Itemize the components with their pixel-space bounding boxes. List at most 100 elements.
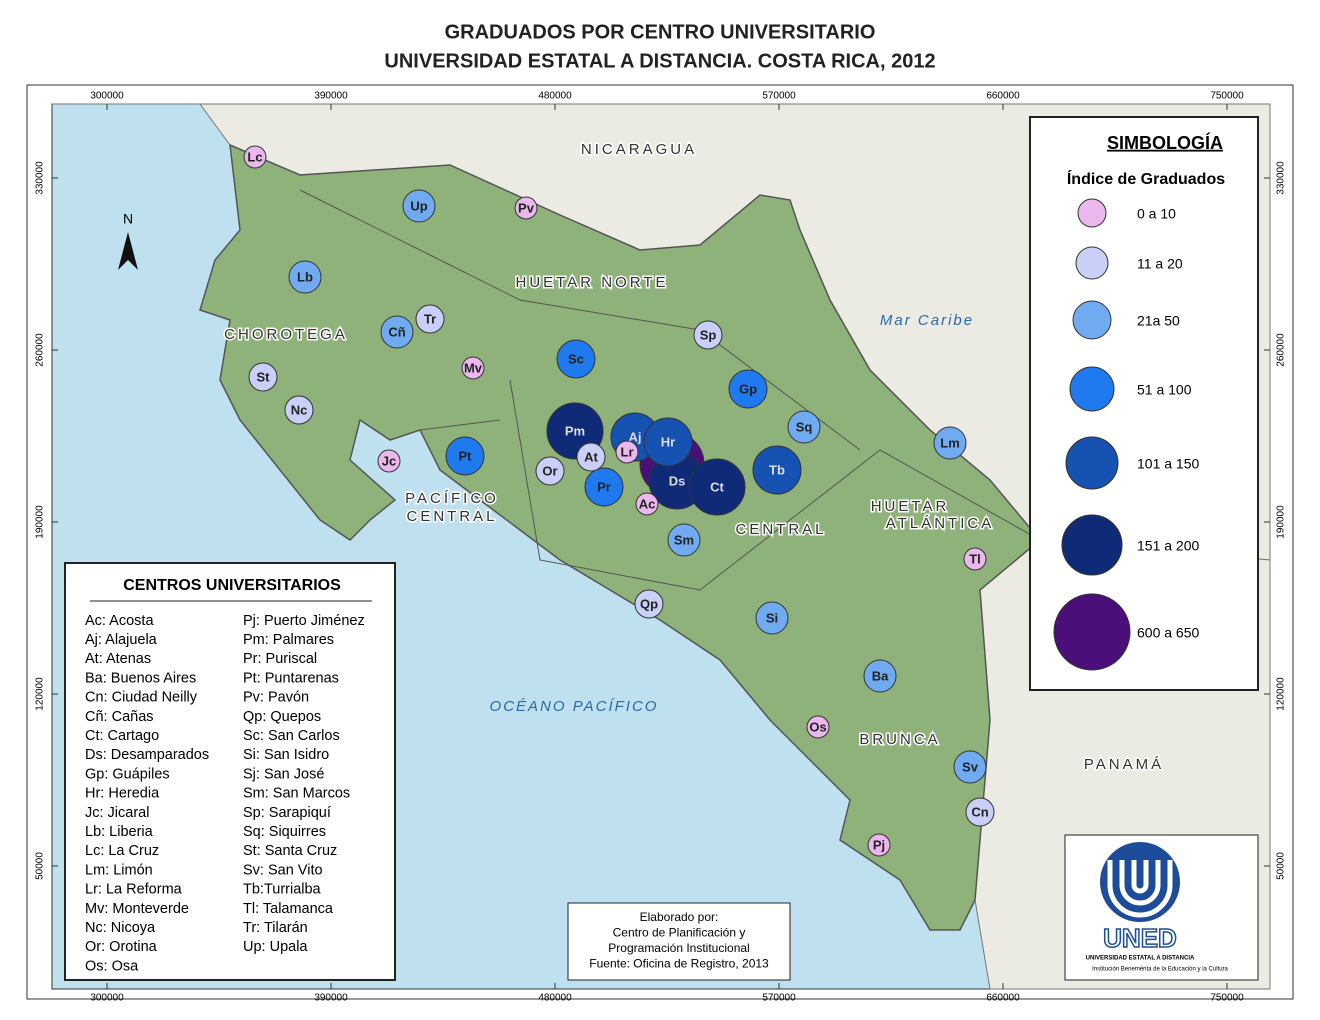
center-code: Tb [769, 462, 785, 477]
region-label: PANAMÁ [1084, 756, 1164, 773]
center-code: Cn [971, 804, 988, 819]
center-item: Sj: San José [243, 766, 324, 782]
center-code: Pt [459, 448, 473, 463]
logo-mark [1100, 842, 1180, 922]
x-tick-label: 750000 [1210, 993, 1244, 1004]
legend-swatch [1061, 514, 1123, 576]
center-code: Sv [962, 759, 979, 774]
legend-swatch [1069, 366, 1115, 412]
center-code: Ds [669, 473, 686, 488]
title: UNIVERSIDAD ESTATAL A DISTANCIA. COSTA R… [384, 50, 935, 72]
center-item: Cn: Ciudad Neilly [85, 690, 198, 706]
center-item: Mv: Monteverde [85, 901, 189, 917]
center-code: At [584, 449, 598, 464]
center-bubble [787, 410, 821, 444]
center-code: Pm [565, 423, 585, 438]
center-code: Lm [940, 435, 960, 450]
center-code: Si [766, 610, 778, 625]
x-tick-label: 480000 [538, 993, 572, 1004]
center-item: Lc: La Cruz [85, 843, 159, 859]
center-item: Qp: Quepos [243, 709, 321, 725]
center-item: Ds: Desamparados [85, 747, 209, 763]
center-code: Pv [518, 200, 535, 215]
center-bubble [667, 523, 701, 557]
legend-swatch [1077, 198, 1107, 228]
centers-box [64, 562, 396, 981]
y-tick-label: 260000 [35, 333, 46, 367]
center-code: Tl [969, 551, 981, 566]
center-code: Mv [464, 360, 483, 375]
center-code: Sc [568, 351, 584, 366]
region-label: ATLÁNTICA [886, 515, 994, 532]
center-item: Os: Osa [85, 958, 139, 974]
center-code: Ba [872, 668, 889, 683]
credit-line: Elaborado por: [640, 910, 719, 924]
center-bubble [243, 145, 267, 169]
legend-label: 600 a 650 [1137, 625, 1199, 641]
center-item: Pm: Palmares [243, 632, 334, 648]
center-item: Lb: Liberia [85, 824, 154, 840]
center-item: Or: Orotina [85, 939, 158, 955]
center-code: Ct [710, 479, 724, 494]
center-bubble [461, 356, 485, 380]
region-label: CENTRAL [406, 508, 497, 525]
center-item: Sc: San Carlos [243, 728, 340, 744]
center-item: Lr: La Reforma [85, 882, 183, 898]
region-label: CENTRAL [735, 521, 826, 538]
legend-swatch [1072, 300, 1112, 340]
center-code: Ac [639, 496, 656, 511]
region-label: HUETAR [871, 498, 950, 515]
center-bubble [634, 589, 664, 619]
center-item: Sp: Sarapiquí [243, 805, 331, 821]
x-tick-label: 570000 [762, 91, 796, 102]
center-bubble [377, 449, 401, 473]
center-bubble [248, 362, 278, 392]
center-bubble [584, 467, 624, 507]
title: GRADUADOS POR CENTRO UNIVERSITARIO [445, 21, 876, 43]
center-item: Up: Upala [243, 939, 308, 955]
x-tick-label: 750000 [1210, 91, 1244, 102]
logo-name: UNED [1103, 923, 1177, 953]
center-bubble [752, 445, 802, 495]
center-bubble [288, 260, 322, 294]
center-code: Jc [382, 453, 396, 468]
logo-text: UNIVERSIDAD ESTATAL A DISTANCIA [1086, 956, 1195, 962]
center-item: Ba: Buenos Aires [85, 670, 196, 686]
center-bubble [380, 315, 414, 349]
y-tick-label: 190000 [35, 505, 46, 539]
center-code: St [257, 369, 271, 384]
region-label: OCÉANO PACÍFICO [490, 698, 659, 715]
x-tick-label: 660000 [986, 91, 1020, 102]
x-tick-label: 480000 [538, 91, 572, 102]
center-bubble [933, 426, 967, 460]
center-item: St: Santa Cruz [243, 843, 337, 859]
region-label: NICARAGUA [581, 141, 697, 158]
center-item: Pr: Puriscal [243, 651, 317, 667]
center-bubble [535, 456, 565, 486]
center-code: Cñ [388, 324, 405, 339]
y-tick-label: 50000 [1276, 852, 1287, 880]
x-tick-label: 300000 [90, 993, 124, 1004]
y-tick-label: 120000 [35, 677, 46, 711]
logo-lines [1107, 860, 1173, 918]
credit-line: Fuente: Oficina de Registro, 2013 [589, 957, 769, 971]
credit-line: Programación Institucional [608, 941, 749, 955]
center-bubble [415, 304, 445, 334]
center-bubble [402, 189, 436, 223]
y-tick-label: 330000 [35, 161, 46, 195]
center-code: Sp [700, 327, 717, 342]
center-item: Cñ: Cañas [85, 709, 154, 725]
center-bubble [615, 440, 639, 464]
center-bubble [445, 436, 485, 476]
y-tick-label: 50000 [35, 852, 46, 880]
legend-label: 51 a 100 [1137, 382, 1192, 398]
y-tick-label: 190000 [1276, 505, 1287, 539]
north-label: N [123, 211, 133, 227]
credits-box [567, 902, 791, 981]
center-item: Tl: Talamanca [243, 901, 334, 917]
center-item: Tr: Tilarán [243, 920, 308, 936]
center-item: Ac: Acosta [85, 613, 154, 629]
center-code: Hr [661, 434, 675, 449]
region-label: HUETAR NORTE [516, 274, 669, 291]
